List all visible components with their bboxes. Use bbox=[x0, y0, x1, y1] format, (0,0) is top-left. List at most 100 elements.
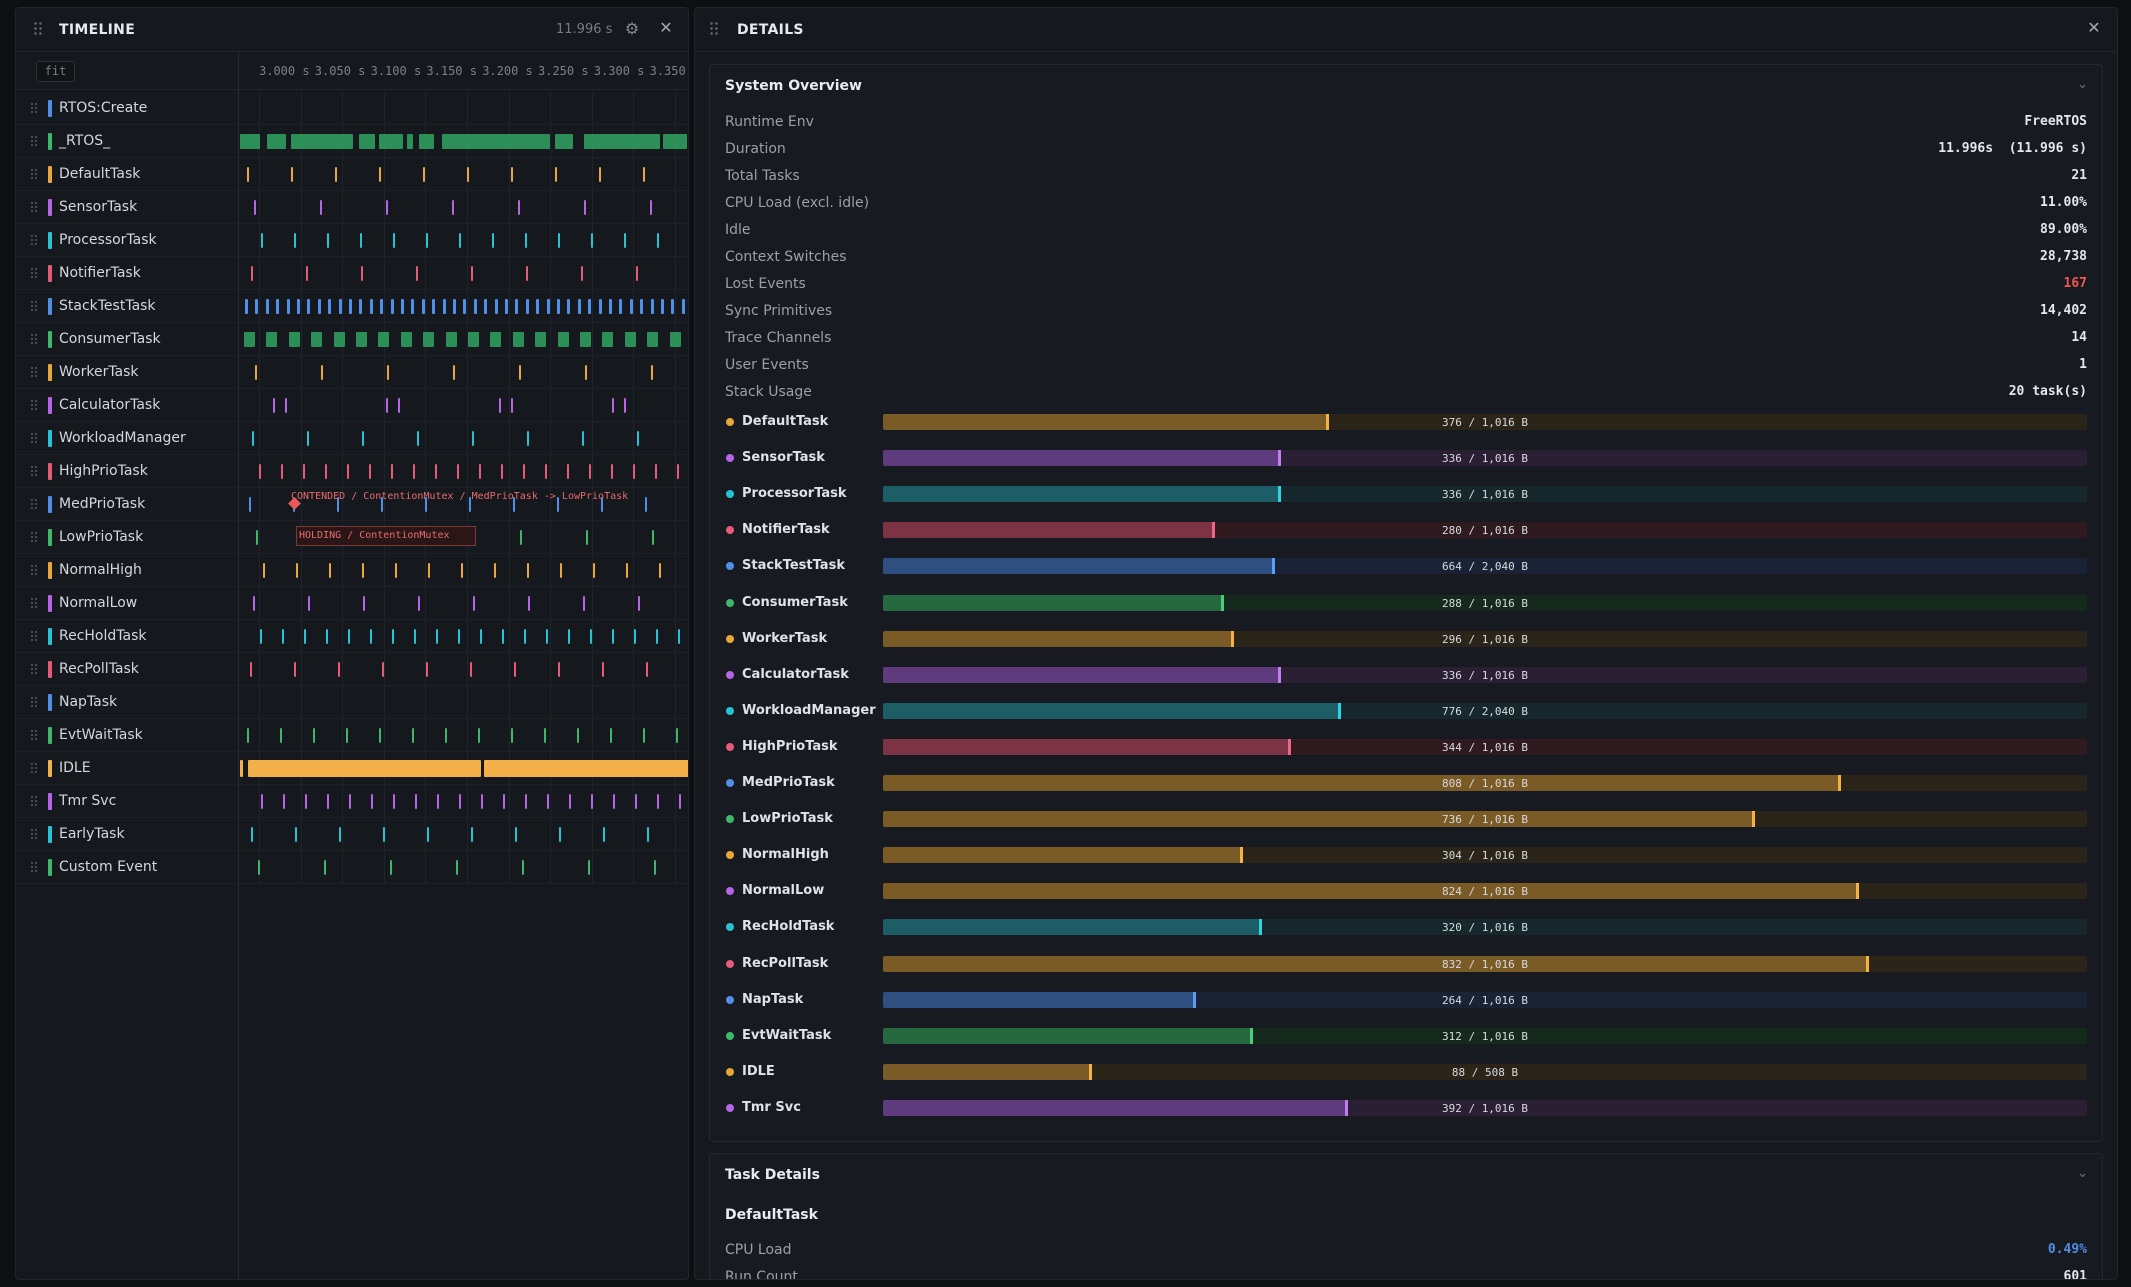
task-slice[interactable] bbox=[659, 563, 661, 578]
row-drag-handle-icon[interactable] bbox=[30, 399, 38, 412]
task-slice[interactable] bbox=[459, 794, 461, 809]
task-slice[interactable] bbox=[453, 299, 456, 314]
task-slice[interactable] bbox=[590, 629, 592, 644]
row-drag-handle-icon[interactable] bbox=[30, 168, 38, 181]
task-slice[interactable] bbox=[577, 728, 579, 743]
timeline-row[interactable]: RecHoldTask bbox=[16, 620, 688, 653]
task-slice[interactable] bbox=[249, 497, 251, 512]
task-lane[interactable] bbox=[239, 554, 688, 587]
task-slice[interactable] bbox=[558, 233, 560, 248]
task-slice[interactable] bbox=[393, 233, 395, 248]
task-slice[interactable] bbox=[513, 497, 515, 512]
task-slice[interactable] bbox=[306, 266, 308, 281]
task-slice[interactable] bbox=[559, 827, 561, 842]
task-slice[interactable] bbox=[311, 332, 323, 347]
task-slice[interactable] bbox=[468, 332, 479, 347]
stack-usage-row[interactable]: StackTestTask 664 / 2,040 B bbox=[725, 549, 2087, 585]
task-slice[interactable] bbox=[512, 332, 524, 347]
task-slice[interactable] bbox=[327, 233, 329, 248]
drag-handle-icon[interactable] bbox=[709, 21, 719, 37]
fit-button[interactable]: fit bbox=[36, 61, 75, 82]
task-slice[interactable] bbox=[363, 596, 365, 611]
task-slice[interactable] bbox=[261, 233, 263, 248]
task-slice[interactable] bbox=[546, 299, 550, 314]
task-slice[interactable] bbox=[484, 760, 688, 777]
task-slice[interactable] bbox=[335, 167, 337, 182]
task-slice[interactable] bbox=[656, 629, 658, 644]
lane-divider[interactable] bbox=[238, 52, 239, 1279]
task-slice[interactable] bbox=[568, 629, 570, 644]
task-slice[interactable] bbox=[258, 860, 260, 875]
chevron-down-icon[interactable]: ⌄ bbox=[2077, 1166, 2088, 1181]
task-slice[interactable] bbox=[567, 299, 571, 314]
stack-usage-row[interactable]: SensorTask 336 / 1,016 B bbox=[725, 441, 2087, 477]
stack-usage-row[interactable]: NormalHigh 304 / 1,016 B bbox=[725, 838, 2087, 874]
task-slice[interactable] bbox=[294, 662, 296, 677]
timeline-row[interactable]: Tmr Svc bbox=[16, 785, 688, 818]
task-slice[interactable] bbox=[624, 398, 626, 413]
task-slice[interactable] bbox=[260, 629, 262, 644]
task-slice[interactable] bbox=[265, 299, 269, 314]
task-slice[interactable] bbox=[247, 728, 249, 743]
task-slice[interactable] bbox=[356, 332, 367, 347]
task-slice[interactable] bbox=[591, 794, 593, 809]
task-lane[interactable] bbox=[239, 851, 688, 884]
task-slice[interactable] bbox=[525, 299, 529, 314]
task-slice[interactable] bbox=[338, 662, 340, 677]
task-lane[interactable] bbox=[239, 323, 688, 356]
task-slice[interactable] bbox=[598, 299, 602, 314]
task-slice[interactable] bbox=[484, 299, 488, 314]
task-slice[interactable] bbox=[432, 299, 436, 314]
close-icon[interactable]: ✕ bbox=[659, 18, 673, 37]
chevron-down-icon[interactable]: ⌄ bbox=[2077, 77, 2088, 92]
task-slice[interactable] bbox=[536, 299, 540, 314]
row-drag-handle-icon[interactable] bbox=[30, 828, 38, 841]
task-lane[interactable] bbox=[239, 191, 688, 224]
task-slice[interactable] bbox=[584, 134, 660, 149]
task-slice[interactable] bbox=[677, 464, 679, 479]
task-slice[interactable] bbox=[547, 794, 549, 809]
task-slice[interactable] bbox=[585, 365, 587, 380]
task-slice[interactable] bbox=[283, 794, 285, 809]
stack-usage-row[interactable]: RecPollTask 832 / 1,016 B bbox=[725, 947, 2087, 983]
task-slice[interactable] bbox=[511, 398, 513, 413]
task-slice[interactable] bbox=[276, 299, 280, 314]
task-slice[interactable] bbox=[390, 299, 394, 314]
stack-usage-row[interactable]: HighPrioTask 344 / 1,016 B bbox=[725, 730, 2087, 766]
task-slice[interactable] bbox=[629, 299, 633, 314]
task-lane[interactable] bbox=[239, 719, 688, 752]
timeline-row[interactable]: HighPrioTask bbox=[16, 455, 688, 488]
task-slice[interactable] bbox=[379, 167, 381, 182]
task-slice[interactable] bbox=[577, 299, 581, 314]
task-slice[interactable] bbox=[326, 629, 328, 644]
task-slice[interactable] bbox=[669, 332, 681, 347]
task-slice[interactable] bbox=[393, 794, 395, 809]
task-slice[interactable] bbox=[526, 266, 528, 281]
task-slice[interactable] bbox=[492, 233, 494, 248]
task-slice[interactable] bbox=[525, 794, 527, 809]
task-slice[interactable] bbox=[527, 563, 529, 578]
task-slice[interactable] bbox=[580, 332, 591, 347]
task-slice[interactable] bbox=[411, 299, 415, 314]
task-slice[interactable] bbox=[569, 794, 571, 809]
task-slice[interactable] bbox=[294, 233, 296, 248]
task-slice[interactable] bbox=[619, 299, 623, 314]
task-slice[interactable] bbox=[544, 728, 546, 743]
task-lane[interactable] bbox=[239, 92, 688, 125]
task-slice[interactable] bbox=[360, 233, 362, 248]
task-slice[interactable] bbox=[413, 464, 415, 479]
task-slice[interactable] bbox=[452, 200, 454, 215]
timeline-row[interactable]: EvtWaitTask bbox=[16, 719, 688, 752]
task-slice[interactable] bbox=[558, 662, 560, 677]
task-slice[interactable] bbox=[511, 167, 513, 182]
task-slice[interactable] bbox=[679, 794, 681, 809]
timeline-row[interactable]: EarlyTask bbox=[16, 818, 688, 851]
task-slice[interactable] bbox=[416, 266, 418, 281]
task-slice[interactable] bbox=[412, 728, 414, 743]
task-lane[interactable] bbox=[239, 653, 688, 686]
task-slice[interactable] bbox=[390, 860, 392, 875]
task-slice[interactable] bbox=[584, 200, 586, 215]
task-lane[interactable] bbox=[239, 752, 688, 785]
task-slice[interactable] bbox=[514, 662, 516, 677]
task-slice[interactable] bbox=[640, 299, 644, 314]
